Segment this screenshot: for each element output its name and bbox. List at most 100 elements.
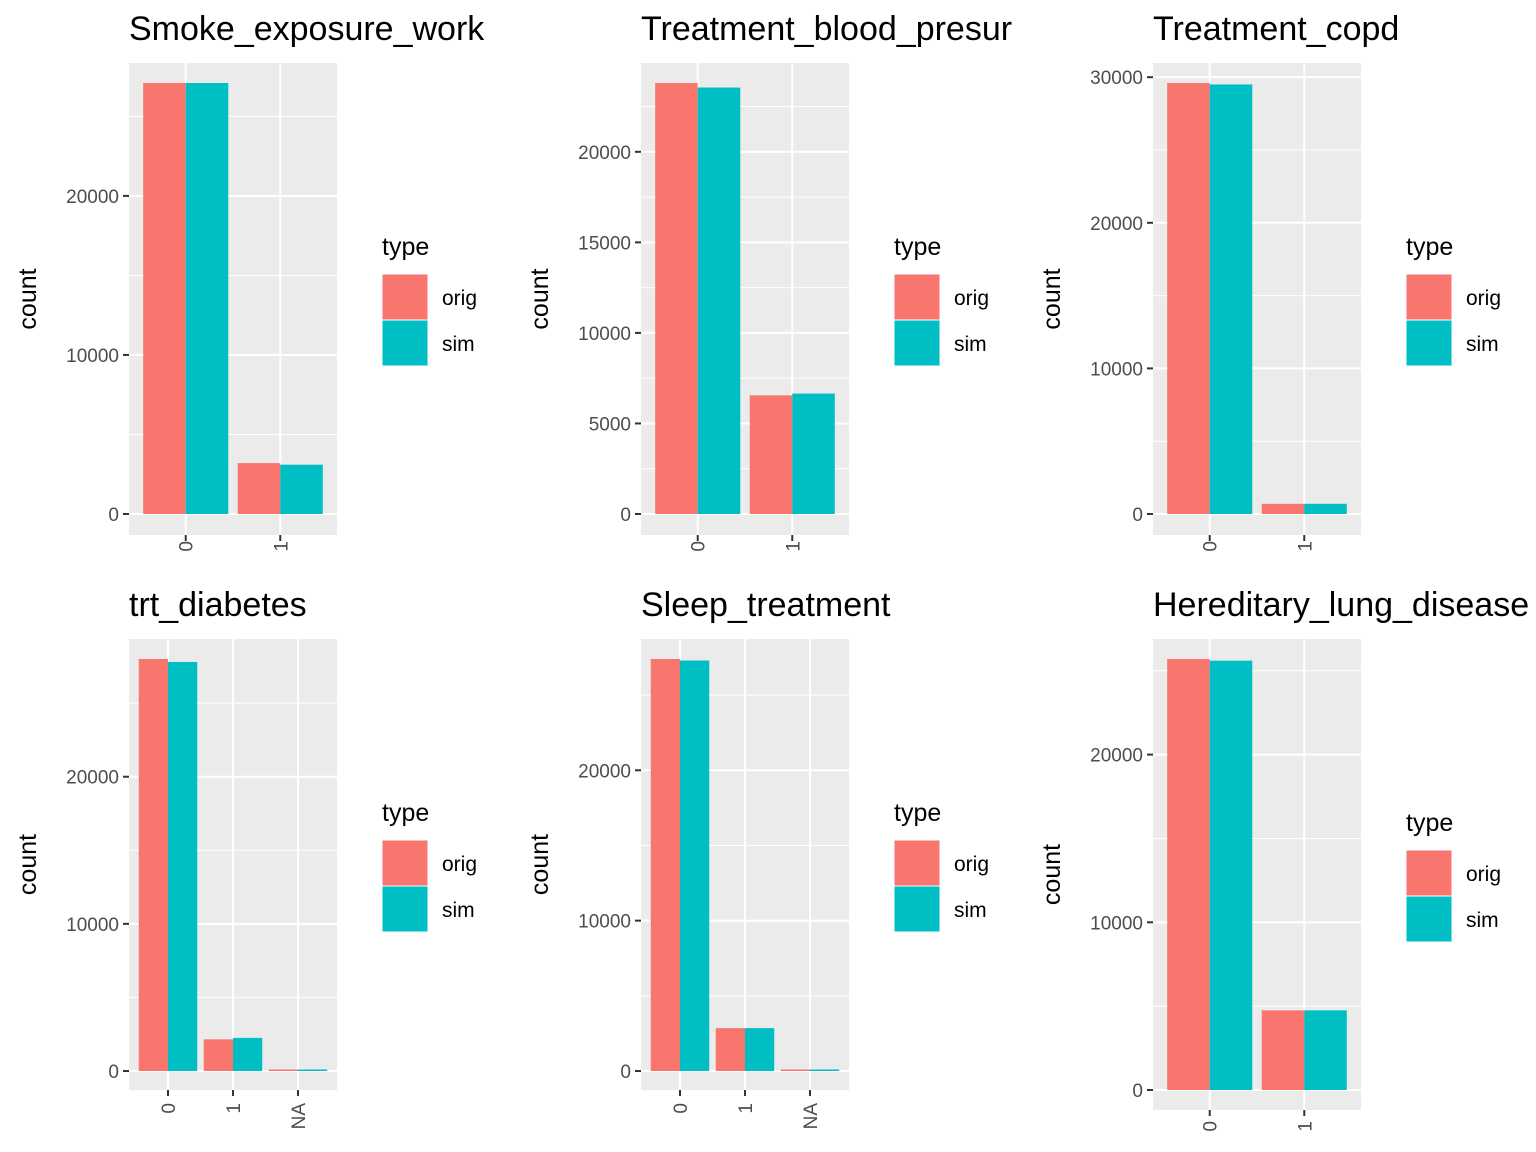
y-tick-label: 20000 bbox=[66, 187, 119, 208]
legend-title: type bbox=[382, 233, 429, 261]
legend-title: type bbox=[1406, 809, 1453, 837]
bar-sim-1 bbox=[745, 1028, 775, 1071]
bar-orig-NA bbox=[268, 1069, 298, 1071]
y-tick-label: 0 bbox=[1132, 505, 1143, 526]
chart-title: Treatment_blood_presur bbox=[641, 10, 1012, 48]
bar-orig-0 bbox=[143, 83, 186, 514]
bar-sim-0 bbox=[680, 660, 710, 1071]
bar-sim-NA bbox=[298, 1069, 328, 1071]
legend-label-orig: orig bbox=[1466, 863, 1501, 886]
legend-label-orig: orig bbox=[1466, 287, 1501, 310]
y-tick-label: 10000 bbox=[578, 324, 631, 345]
bar-sim-1 bbox=[233, 1037, 263, 1071]
bar-orig-1 bbox=[749, 395, 793, 514]
y-tick-label: 5000 bbox=[589, 414, 631, 435]
y-tick-label: 0 bbox=[620, 1062, 631, 1083]
bar-sim-0 bbox=[1209, 660, 1253, 1090]
x-tick-label: 1 bbox=[1295, 1121, 1316, 1132]
bar-sim-NA bbox=[810, 1069, 840, 1071]
y-tick-label: 0 bbox=[108, 1062, 119, 1083]
y-tick-label: 10000 bbox=[578, 912, 631, 933]
bar-orig-0 bbox=[655, 83, 698, 514]
legend: type orig sim bbox=[893, 233, 989, 367]
bar-sim-1 bbox=[792, 393, 835, 514]
legend-key-orig bbox=[893, 273, 941, 321]
y-axis-label: count bbox=[526, 834, 554, 895]
x-tick-label: 0 bbox=[689, 541, 710, 552]
y-axis-label: count bbox=[1038, 844, 1066, 905]
x-tick-label: 0 bbox=[159, 1103, 180, 1114]
chart-title: Hereditary_lung_disease bbox=[1153, 586, 1529, 624]
x-tick-label: 0 bbox=[1201, 1121, 1222, 1132]
legend: type orig sim bbox=[381, 799, 477, 933]
bar-orig-1 bbox=[715, 1028, 745, 1071]
legend: type orig sim bbox=[893, 799, 989, 933]
legend-key-orig bbox=[381, 273, 429, 321]
legend-title: type bbox=[1406, 233, 1453, 261]
legend-key-sim bbox=[893, 319, 941, 367]
legend-label-sim: sim bbox=[1466, 333, 1499, 356]
legend-label-sim: sim bbox=[442, 899, 475, 922]
x-tick-label: 0 bbox=[1201, 541, 1222, 552]
bar-orig-0 bbox=[138, 659, 168, 1071]
legend-label-sim: sim bbox=[954, 899, 987, 922]
legend-label-sim: sim bbox=[954, 333, 987, 356]
legend-label-orig: orig bbox=[442, 853, 477, 876]
legend-key-orig bbox=[381, 839, 429, 887]
legend-label-orig: orig bbox=[954, 287, 989, 310]
legend-title: type bbox=[894, 799, 941, 827]
legend-key-sim bbox=[1405, 895, 1453, 943]
bar-orig-1 bbox=[203, 1039, 233, 1071]
legend-label-orig: orig bbox=[954, 853, 989, 876]
x-tick-label: 0 bbox=[177, 541, 198, 552]
bar-sim-1 bbox=[1304, 503, 1347, 514]
chart-title: Sleep_treatment bbox=[641, 586, 891, 624]
y-tick-label: 0 bbox=[1132, 1081, 1143, 1102]
chart-title: Smoke_exposure_work bbox=[129, 10, 485, 48]
bar-sim-0 bbox=[1209, 84, 1253, 514]
y-axis-label: count bbox=[1038, 268, 1066, 329]
y-tick-label: 10000 bbox=[1090, 359, 1143, 380]
legend: type orig sim bbox=[1405, 233, 1501, 367]
legend-title: type bbox=[894, 233, 941, 261]
bar-sim-1 bbox=[1304, 1010, 1347, 1090]
y-tick-label: 0 bbox=[108, 505, 119, 526]
x-tick-label: NA bbox=[289, 1103, 310, 1130]
y-tick-label: 0 bbox=[620, 505, 631, 526]
bar-orig-0 bbox=[650, 659, 680, 1071]
bar-orig-1 bbox=[1261, 503, 1305, 514]
bar-sim-0 bbox=[168, 661, 198, 1071]
x-tick-label: 1 bbox=[736, 1103, 757, 1114]
y-tick-label: 10000 bbox=[66, 346, 119, 367]
legend-key-orig bbox=[893, 839, 941, 887]
legend-key-orig bbox=[1405, 273, 1453, 321]
x-tick-label: 1 bbox=[783, 541, 804, 552]
bar-sim-0 bbox=[697, 87, 741, 514]
bar-orig-0 bbox=[1167, 83, 1210, 514]
bar-sim-0 bbox=[185, 83, 229, 514]
y-tick-label: 20000 bbox=[578, 143, 631, 164]
y-tick-label: 15000 bbox=[578, 233, 631, 254]
bar-orig-0 bbox=[1167, 659, 1210, 1090]
legend-key-sim bbox=[381, 885, 429, 933]
legend-key-sim bbox=[1405, 319, 1453, 367]
x-tick-label: 1 bbox=[271, 541, 292, 552]
y-tick-label: 20000 bbox=[578, 761, 631, 782]
y-tick-label: 10000 bbox=[1090, 913, 1143, 934]
y-tick-label: 20000 bbox=[66, 768, 119, 789]
x-tick-label: 0 bbox=[671, 1103, 692, 1114]
legend-label-orig: orig bbox=[442, 287, 477, 310]
y-tick-label: 20000 bbox=[1090, 746, 1143, 767]
x-tick-label: 1 bbox=[224, 1103, 245, 1114]
x-tick-label: NA bbox=[801, 1103, 822, 1130]
legend-key-sim bbox=[381, 319, 429, 367]
chart-panel-6: 0 10000 20000 0 1 Hereditary_lung_diseasecoun… bbox=[1038, 586, 1529, 1132]
y-tick-label: 20000 bbox=[1090, 214, 1143, 235]
legend-label-sim: sim bbox=[1466, 909, 1499, 932]
bar-orig-1 bbox=[237, 463, 281, 514]
bar-sim-1 bbox=[280, 464, 323, 514]
